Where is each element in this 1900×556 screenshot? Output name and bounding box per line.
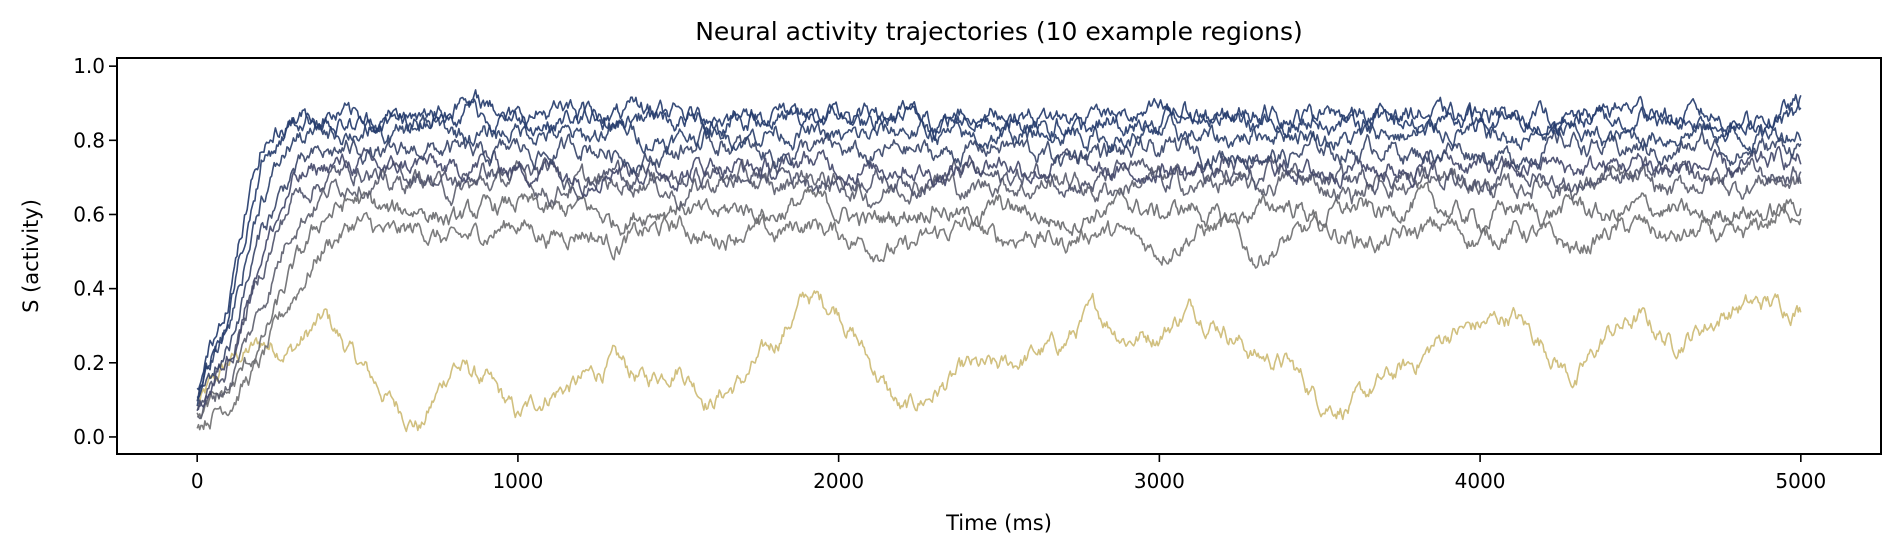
series-line-6 xyxy=(196,155,1802,412)
y-tick-label: 0.6 xyxy=(73,202,105,226)
x-tick-label: 3000 xyxy=(1134,469,1185,493)
x-tick-label: 2000 xyxy=(813,469,864,493)
x-axis-label: Time (ms) xyxy=(945,511,1052,535)
series-line-2 xyxy=(196,96,1802,399)
series-line-3 xyxy=(196,112,1802,407)
series-line-9 xyxy=(196,202,1802,431)
series-line-8 xyxy=(196,181,1802,420)
series-line-1 xyxy=(196,89,1802,391)
x-tick-label: 1000 xyxy=(492,469,543,493)
y-tick-label: 0.2 xyxy=(73,351,105,375)
x-axis: 0 1000 2000 3000 4000 5000 xyxy=(191,454,1826,493)
x-tick-label: 5000 xyxy=(1775,469,1826,493)
plot-lines xyxy=(196,89,1802,433)
y-tick-label: 0.4 xyxy=(73,277,105,301)
x-tick-label: 4000 xyxy=(1455,469,1506,493)
y-tick-label: 0.8 xyxy=(73,128,105,152)
y-tick-label: 1.0 xyxy=(73,54,105,78)
y-axis: 0.0 0.2 0.4 0.6 0.8 1.0 xyxy=(73,54,117,449)
chart-title: Neural activity trajectories (10 example… xyxy=(695,17,1303,46)
x-tick-label: 0 xyxy=(191,469,204,493)
y-tick-label: 0.0 xyxy=(73,425,105,449)
axes-frame xyxy=(116,57,1882,455)
series-line-7 xyxy=(196,158,1802,420)
series-line-10 xyxy=(196,290,1802,433)
y-axis-label: S (activity) xyxy=(19,199,43,313)
series-line-4 xyxy=(196,123,1802,402)
